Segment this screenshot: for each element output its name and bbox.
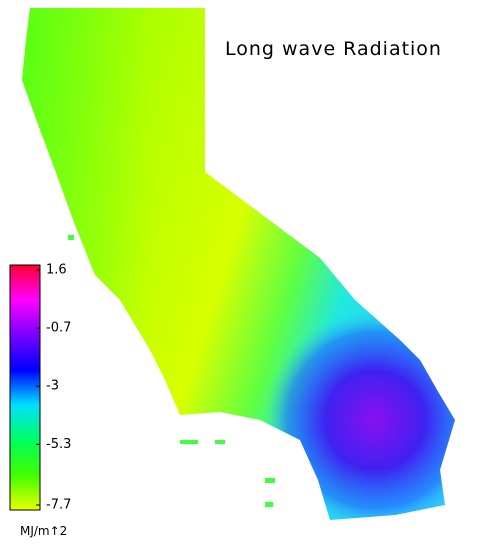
island xyxy=(180,440,198,444)
colorbar-tick-label: -3 xyxy=(46,379,59,394)
title: Long wave Radiation xyxy=(225,38,442,60)
colorbar-tick-label: -7.7 xyxy=(46,498,71,513)
island xyxy=(265,478,275,483)
colorbar-unit: MJ/m↑2 xyxy=(20,524,67,538)
desert-fill xyxy=(200,280,455,520)
colorbar-tick-label: -0.7 xyxy=(46,321,71,336)
island xyxy=(265,502,273,507)
colorbar-tick-label: 1.6 xyxy=(46,263,67,278)
colorbar-tick-label: -5.3 xyxy=(46,437,71,452)
islands xyxy=(68,235,275,507)
island xyxy=(215,440,225,444)
colorbar xyxy=(9,264,41,511)
island xyxy=(68,235,74,240)
